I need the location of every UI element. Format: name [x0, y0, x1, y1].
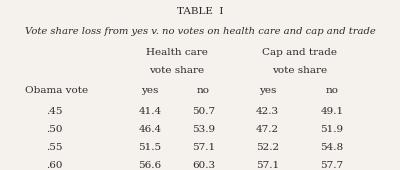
- Text: 51.5: 51.5: [138, 143, 162, 152]
- Text: 57.1: 57.1: [256, 161, 279, 170]
- Text: Health care: Health care: [146, 48, 208, 57]
- Text: .60: .60: [46, 161, 62, 170]
- Text: 49.1: 49.1: [320, 107, 344, 116]
- Text: .45: .45: [46, 107, 62, 116]
- Text: 56.6: 56.6: [138, 161, 162, 170]
- Text: Cap and trade: Cap and trade: [262, 48, 337, 57]
- Text: vote share: vote share: [149, 66, 204, 75]
- Text: 42.3: 42.3: [256, 107, 279, 116]
- Text: no: no: [197, 86, 210, 95]
- Text: yes: yes: [142, 86, 159, 95]
- Text: 54.8: 54.8: [320, 143, 344, 152]
- Text: 50.7: 50.7: [192, 107, 215, 116]
- Text: .55: .55: [46, 143, 62, 152]
- Text: yes: yes: [259, 86, 276, 95]
- Text: 60.3: 60.3: [192, 161, 215, 170]
- Text: TABLE  I: TABLE I: [177, 7, 223, 16]
- Text: 47.2: 47.2: [256, 125, 279, 134]
- Text: no: no: [325, 86, 338, 95]
- Text: 52.2: 52.2: [256, 143, 279, 152]
- Text: 41.4: 41.4: [138, 107, 162, 116]
- Text: 51.9: 51.9: [320, 125, 344, 134]
- Text: .50: .50: [46, 125, 62, 134]
- Text: 57.7: 57.7: [320, 161, 344, 170]
- Text: 53.9: 53.9: [192, 125, 215, 134]
- Text: 57.1: 57.1: [192, 143, 215, 152]
- Text: vote share: vote share: [272, 66, 327, 75]
- Text: Vote share loss from yes v. no votes on health care and cap and trade: Vote share loss from yes v. no votes on …: [25, 27, 375, 36]
- Text: 46.4: 46.4: [138, 125, 162, 134]
- Text: Obama vote: Obama vote: [25, 86, 88, 95]
